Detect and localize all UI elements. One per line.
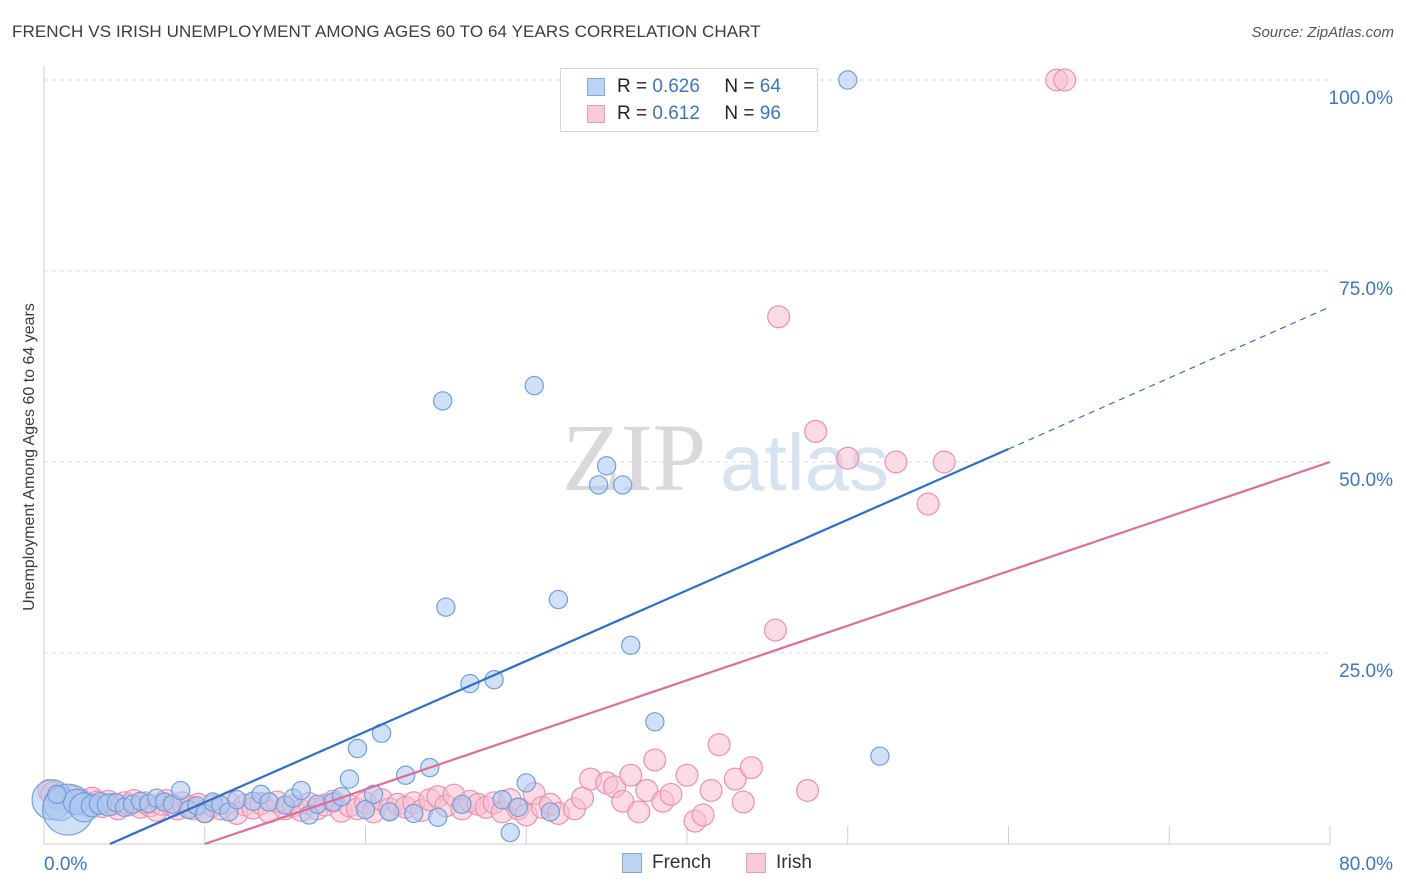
- french-r-value: 0.626: [652, 76, 700, 97]
- irish-r-value: 0.612: [652, 103, 700, 124]
- irish-point: [659, 782, 683, 806]
- irish-point: [767, 305, 791, 329]
- watermark-zip: ZIP: [562, 404, 706, 511]
- french-point: [645, 712, 665, 732]
- french-point: [508, 797, 528, 818]
- irish-point: [1053, 68, 1077, 92]
- y-tick-label: 25.0%: [1339, 661, 1393, 682]
- irish-point: [627, 800, 651, 824]
- french-point: [363, 784, 384, 805]
- french-trendline-extension: [1008, 306, 1331, 450]
- french-point: [621, 635, 641, 656]
- axis-tick-labels: 25.0% 50.0% 75.0% 100.0% 0.0% 80.0%: [44, 88, 1393, 875]
- irish-point: [739, 756, 763, 780]
- irish-r-label: R =: [617, 103, 648, 124]
- irish-point: [884, 450, 908, 474]
- french-point: [227, 789, 247, 810]
- irish-point: [635, 779, 659, 803]
- source-credit: Source: ZipAtlas.com: [1251, 24, 1394, 41]
- legend-row-french: R = 0.626 N = 64: [561, 74, 781, 100]
- french-point: [588, 475, 609, 495]
- irish-n-label: N =: [724, 103, 755, 124]
- irish-point: [643, 748, 667, 772]
- correlation-legend: R = 0.626 N = 64 R = 0.612 N = 96: [560, 68, 818, 132]
- irish-point: [691, 803, 715, 827]
- french-point: [355, 799, 376, 820]
- french-point: [500, 822, 520, 843]
- irish-series: [37, 68, 1077, 833]
- french-point: [347, 738, 368, 759]
- irish-point: [763, 618, 787, 642]
- series-legend: French Irish: [0, 852, 1406, 878]
- french-point: [259, 792, 279, 812]
- french-point: [524, 375, 544, 396]
- irish-point: [916, 492, 940, 516]
- french-point: [516, 773, 536, 793]
- irish-point: [731, 790, 755, 814]
- y-tick-label: 100.0%: [1329, 88, 1394, 109]
- french-n-label: N =: [724, 76, 755, 97]
- french-point: [452, 794, 472, 814]
- x-tick-label-min: 0.0%: [44, 854, 87, 875]
- french-n-value: 64: [759, 76, 781, 97]
- irish-point: [796, 779, 820, 803]
- french-point: [596, 456, 617, 476]
- french-point: [540, 802, 561, 822]
- french-point: [428, 807, 448, 827]
- irish-point: [804, 419, 828, 443]
- x-tick-label-max: 80.0%: [1339, 854, 1393, 875]
- trendlines: [109, 306, 1331, 846]
- french-trendline: [109, 448, 1009, 846]
- irish-point: [619, 763, 643, 787]
- french-legend-label: French: [652, 852, 712, 873]
- y-tick-label: 75.0%: [1339, 279, 1393, 300]
- french-point: [870, 746, 890, 766]
- french-point: [548, 589, 569, 610]
- irish-legend-swatch: [746, 853, 766, 873]
- legend-item-french: French: [622, 852, 711, 874]
- irish-point: [707, 733, 731, 757]
- irish-point: [723, 767, 747, 791]
- french-point: [47, 784, 67, 805]
- french-point: [436, 597, 456, 617]
- irish-point: [836, 446, 860, 470]
- irish-trendline: [204, 460, 1331, 846]
- french-point: [339, 769, 360, 789]
- french-point: [379, 802, 400, 822]
- french-point: [404, 803, 424, 824]
- french-point: [492, 789, 512, 810]
- irish-legend-label: Irish: [776, 852, 812, 873]
- french-legend-swatch: [622, 853, 642, 873]
- irish-point: [699, 779, 723, 803]
- french-r-label: R =: [617, 76, 648, 97]
- french-point: [170, 780, 191, 801]
- french-series: [31, 70, 890, 843]
- chart-title: FRENCH VS IRISH UNEMPLOYMENT AMONG AGES …: [12, 22, 761, 41]
- y-tick-label: 50.0%: [1339, 470, 1393, 491]
- irish-point: [611, 789, 635, 813]
- irish-swatch: [587, 105, 605, 123]
- legend-item-irish: Irish: [746, 852, 812, 874]
- legend-row-irish: R = 0.612 N = 96: [561, 101, 781, 127]
- french-point: [432, 391, 453, 411]
- french-point: [838, 70, 858, 90]
- irish-point: [675, 763, 699, 787]
- french-point: [291, 780, 311, 801]
- watermark: ZIP atlas: [562, 404, 889, 511]
- irish-point: [932, 450, 956, 474]
- french-swatch: [587, 78, 605, 96]
- french-point: [613, 475, 633, 495]
- irish-n-value: 96: [759, 103, 781, 124]
